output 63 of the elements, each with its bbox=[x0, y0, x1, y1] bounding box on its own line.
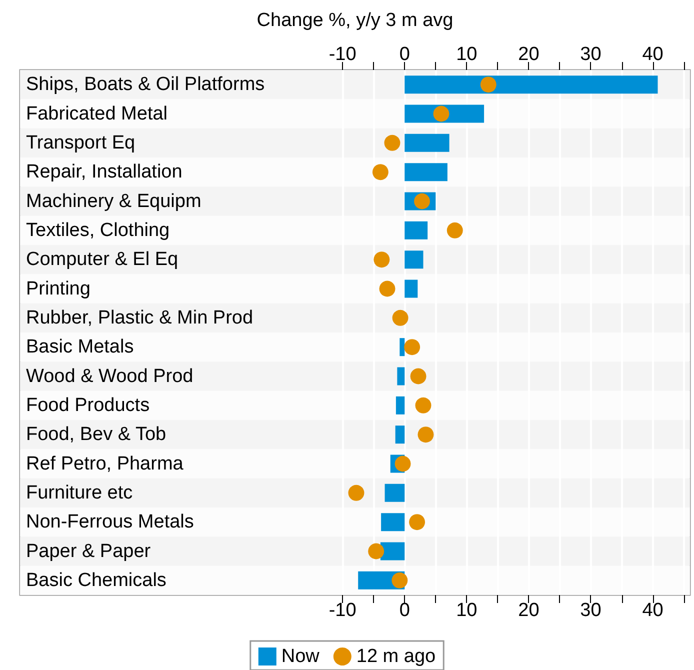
bar bbox=[380, 542, 405, 560]
point bbox=[404, 339, 420, 356]
y-tick-label: Printing bbox=[26, 278, 90, 300]
bar bbox=[404, 76, 658, 94]
bar bbox=[404, 250, 424, 269]
point bbox=[415, 397, 432, 414]
y-tick-label: Machinery & Equipm bbox=[26, 190, 202, 212]
y-tick-label: Non-Ferrous Metals bbox=[26, 512, 194, 533]
bar bbox=[384, 484, 405, 502]
point bbox=[368, 543, 384, 560]
x-tick-label: 10 bbox=[456, 44, 478, 65]
bar bbox=[396, 396, 405, 414]
point bbox=[433, 106, 450, 122]
y-tick-label: Wood & Wood Prod bbox=[26, 366, 194, 387]
point bbox=[418, 426, 434, 443]
point bbox=[374, 252, 390, 268]
bar bbox=[404, 163, 448, 182]
x-tick-label: 0 bbox=[399, 44, 410, 65]
point bbox=[410, 368, 426, 384]
point bbox=[348, 484, 364, 501]
x2-tick-label: 10 bbox=[456, 600, 478, 621]
x2-axis-title: Change %, y/y 3 m avg bbox=[256, 10, 454, 31]
x2-tick-label: -10 bbox=[328, 600, 356, 621]
bar bbox=[400, 338, 405, 356]
point bbox=[384, 134, 400, 151]
point bbox=[392, 572, 408, 588]
y-tick-label: Textiles, Clothing bbox=[26, 220, 170, 241]
x-tick-label: -10 bbox=[328, 44, 356, 65]
x2-tick-label: 20 bbox=[518, 600, 540, 621]
point bbox=[392, 310, 408, 326]
x2-tick-label: 30 bbox=[580, 600, 602, 621]
x2-tick-label: 40 bbox=[642, 600, 664, 621]
y-tick-label: Food Products bbox=[26, 394, 150, 416]
y-tick-label: Paper & Paper bbox=[26, 540, 152, 562]
point bbox=[372, 164, 388, 180]
point bbox=[446, 222, 463, 238]
x-tick-label: 30 bbox=[580, 44, 602, 65]
point bbox=[480, 76, 496, 93]
bar bbox=[404, 134, 450, 152]
bar bbox=[404, 221, 428, 240]
y-tick-label: Fabricated Metal bbox=[26, 103, 168, 124]
x-tick-label: 40 bbox=[642, 44, 664, 65]
x2-tick-label: 0 bbox=[399, 600, 410, 621]
y-tick-label: Furniture etc bbox=[26, 482, 133, 504]
bar bbox=[395, 426, 405, 444]
legend-label: 12 m ago bbox=[356, 646, 436, 667]
bar bbox=[404, 280, 418, 298]
point bbox=[379, 280, 396, 297]
bar bbox=[381, 513, 405, 532]
bar bbox=[397, 367, 405, 386]
y-tick-label: Repair, Installation bbox=[26, 162, 182, 183]
x-tick-label: 20 bbox=[518, 44, 540, 65]
y-tick-label: Transport Eq bbox=[26, 132, 136, 154]
point bbox=[394, 456, 411, 472]
y-tick-label: Basic Metals bbox=[26, 336, 134, 358]
y-tick-label: Ref Petro, Pharma bbox=[26, 453, 184, 474]
y-tick-label: Basic Chemicals bbox=[26, 570, 166, 591]
y-tick-label: Ships, Boats & Oil Platforms bbox=[26, 74, 265, 96]
y-tick-label: Food, Bev & Tob bbox=[26, 424, 166, 446]
legend-label: Now bbox=[281, 646, 320, 667]
y-tick-label: Rubber, Plastic & Min Prod bbox=[26, 307, 254, 328]
point bbox=[409, 514, 426, 530]
y-tick-label: Computer & El Eq bbox=[26, 249, 178, 270]
